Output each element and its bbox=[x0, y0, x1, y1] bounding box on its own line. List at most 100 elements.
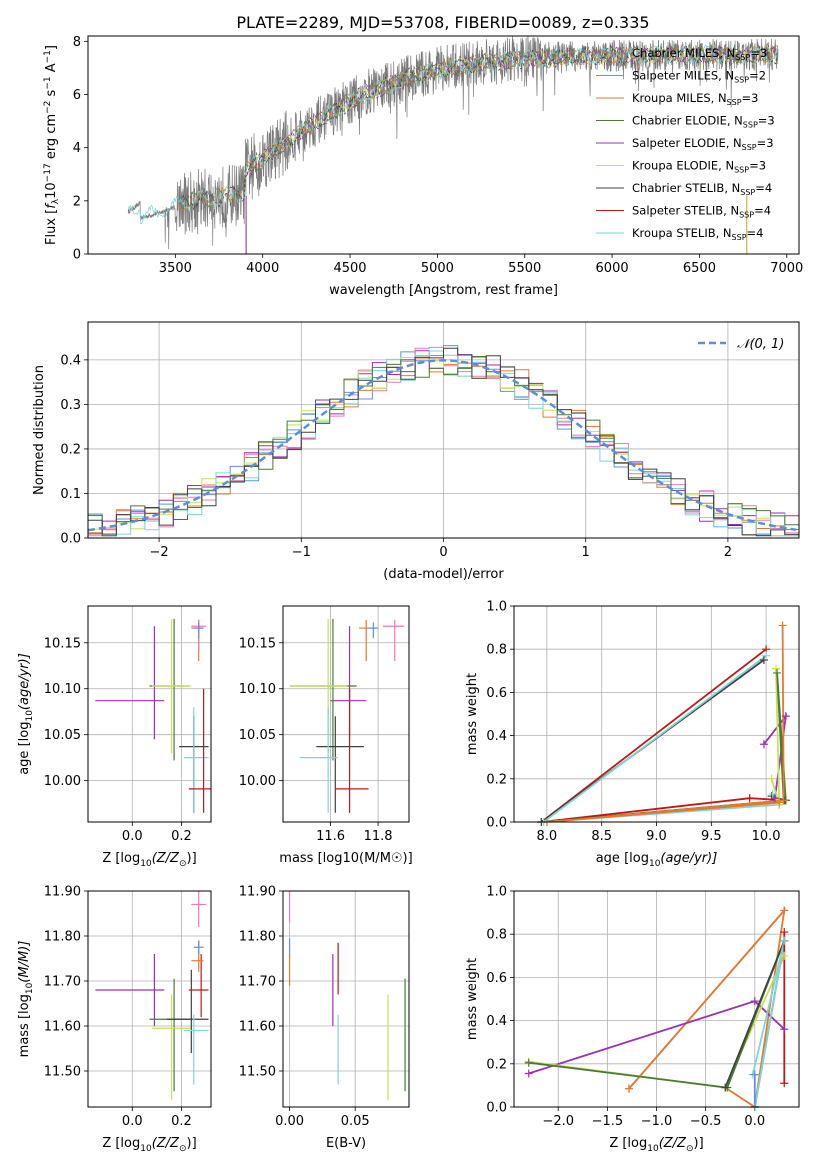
y-tick-label: 0.4 bbox=[486, 729, 507, 744]
legend-name: Chabrier STELIB, N bbox=[632, 181, 740, 195]
axes-frame bbox=[87, 605, 212, 823]
legend-name: Salpeter STELIB, N bbox=[632, 204, 739, 218]
model-spectrum-line bbox=[182, 44, 778, 210]
y-tick-label: 10.10 bbox=[239, 682, 276, 697]
y-tick-label: 6 bbox=[73, 88, 81, 103]
y-axis-label: mass [log10(M/M)] bbox=[17, 941, 35, 1058]
label-sub: ⊙ bbox=[686, 1144, 694, 1154]
label-part: λ bbox=[51, 198, 61, 204]
gaussian-curve bbox=[88, 359, 797, 532]
legend-sub: SSP bbox=[740, 188, 755, 197]
label-sub: 10 bbox=[140, 859, 152, 869]
x-tick-label: 0.0 bbox=[122, 829, 143, 844]
y-tick-label: 11.90 bbox=[239, 885, 276, 900]
panel-mass-vs-EBV: 0.00 0.05 11.50 11.60 11.70 11.80 11.90 E(B-V) bbox=[239, 885, 410, 1151]
plot-area bbox=[95, 891, 209, 1101]
y-tick-label: 0.0 bbox=[486, 816, 507, 831]
legend-name: Salpeter MILES, N bbox=[632, 69, 734, 83]
x-tick-label: 9.5 bbox=[701, 829, 722, 844]
legend-label: Chabrier STELIB, NSSP=4 bbox=[632, 181, 772, 197]
point-marker bbox=[759, 656, 768, 664]
legend-label: Chabrier ELODIE, NSSP=3 bbox=[632, 114, 775, 130]
x-tick-label: 5500 bbox=[508, 261, 541, 276]
x-tick-label: 6500 bbox=[683, 261, 716, 276]
x-tick-label: 0.0 bbox=[744, 1114, 765, 1129]
model-spectrum-line bbox=[178, 44, 778, 213]
y-tick-label: 0.6 bbox=[486, 686, 507, 701]
y-tick-label: 11.70 bbox=[44, 975, 81, 990]
point-marker bbox=[775, 798, 784, 807]
x-tick-label: 0.0 bbox=[122, 1114, 143, 1129]
x-axis-label: (data-model)/error bbox=[383, 567, 504, 582]
y-axis-label: Normed distribution bbox=[32, 365, 47, 495]
legend-count: =3 bbox=[750, 46, 767, 60]
y-tick-label: 4 bbox=[73, 141, 81, 156]
x-tick-label: −2.0 bbox=[542, 1114, 574, 1129]
label-part: Z [log bbox=[102, 851, 140, 866]
point-marker bbox=[780, 928, 789, 937]
point-marker bbox=[768, 789, 777, 798]
x-tick-label: 7000 bbox=[770, 261, 803, 276]
point-marker bbox=[781, 712, 790, 721]
point-marker bbox=[770, 794, 779, 803]
y-tick-label: 2 bbox=[73, 194, 81, 209]
legend-sub: SSP bbox=[735, 53, 750, 62]
legend-sub: SSP bbox=[742, 143, 757, 152]
mass-weight-line bbox=[546, 625, 785, 822]
legend-label: Salpeter MILES, NSSP=2 bbox=[632, 69, 766, 85]
legend-count: =3 bbox=[757, 136, 774, 150]
model-spectrum-line bbox=[248, 44, 779, 174]
label-part: age [log bbox=[596, 851, 649, 866]
y-tick-label: 11.50 bbox=[239, 1065, 276, 1080]
x-tick-label: 2 bbox=[724, 545, 732, 560]
panel-residual-histogram: −2 −1 0 1 2 0.0 0.1 0.2 0.3 0.4 (data-model)/error… bbox=[32, 321, 800, 582]
y-tick-label: 0.6 bbox=[486, 971, 507, 986]
legend-name: Kroupa MILES, N bbox=[632, 91, 727, 105]
legend-label: Chabrier MILES, NSSP=3 bbox=[632, 46, 767, 62]
legend-count: =3 bbox=[758, 114, 775, 128]
label-part: Z [log bbox=[102, 1136, 140, 1151]
y-tick-label: 10.00 bbox=[44, 774, 81, 789]
histogram-step-line bbox=[88, 347, 799, 537]
y-tick-label: 0.0 bbox=[486, 1101, 507, 1116]
x-tick-label: 0.2 bbox=[171, 1114, 192, 1129]
y-tick-label: 0.2 bbox=[486, 772, 507, 787]
label-sub: 10 bbox=[647, 1144, 659, 1154]
label-part: A bbox=[44, 63, 59, 76]
x-tick-label: 11.6 bbox=[316, 829, 345, 844]
x-axis-label: wavelength [Angstrom, rest frame] bbox=[329, 283, 558, 298]
point-marker bbox=[780, 1079, 789, 1088]
y-tick-label: 0.4 bbox=[486, 1014, 507, 1029]
label-part: (Z/Z bbox=[152, 1136, 180, 1151]
label-sub: 10 bbox=[140, 1144, 152, 1154]
legend-count: =4 bbox=[747, 226, 764, 240]
legend-label: Salpeter ELODIE, NSSP=3 bbox=[632, 136, 774, 152]
point-marker bbox=[624, 1084, 633, 1093]
point-marker bbox=[759, 740, 768, 749]
y-axis-label: mass weight bbox=[465, 673, 480, 755]
point-marker bbox=[778, 621, 787, 630]
plot-area bbox=[88, 345, 799, 537]
y-tick-label: 10.10 bbox=[44, 682, 81, 697]
legend-label: Kroupa MILES, NSSP=3 bbox=[632, 91, 758, 107]
x-tick-label: 9.0 bbox=[646, 829, 667, 844]
x-tick-label: −1.5 bbox=[592, 1114, 624, 1129]
y-tick-label: 0.4 bbox=[60, 353, 81, 368]
legend-sub: SSP bbox=[734, 76, 749, 85]
panel-spectrum: 3500 4000 4500 5000 5500 6000 6500 7000 0 2 4 6 8 wav… bbox=[43, 35, 803, 298]
legend-name: Chabrier MILES, N bbox=[632, 46, 735, 60]
x-tick-label: −0.5 bbox=[690, 1114, 722, 1129]
legend-sub: SSP bbox=[743, 121, 758, 130]
plot-area bbox=[95, 618, 211, 813]
x-tick-label: −2 bbox=[150, 545, 169, 560]
x-tick-label: 11.8 bbox=[364, 829, 393, 844]
y-axis-label: mass weight bbox=[465, 958, 480, 1040]
x-tick-label: 3500 bbox=[159, 261, 192, 276]
point-marker bbox=[745, 794, 754, 803]
y-tick-label: 10.00 bbox=[239, 774, 276, 789]
y-tick-label: 11.60 bbox=[44, 1020, 81, 1035]
histogram-step-line bbox=[88, 356, 799, 537]
label-sub: 10 bbox=[25, 710, 35, 722]
x-tick-label: 8.5 bbox=[591, 829, 612, 844]
